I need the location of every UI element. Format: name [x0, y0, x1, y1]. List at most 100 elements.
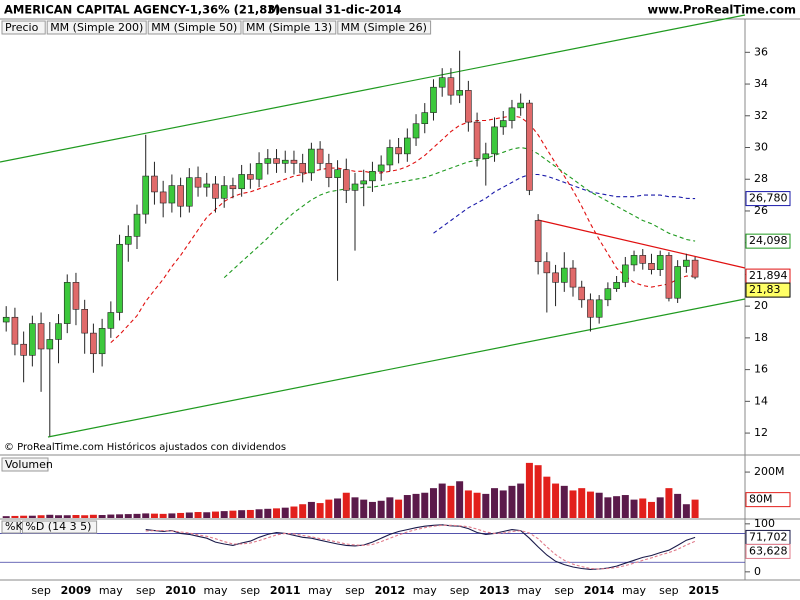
x-tick-label: 2015: [688, 584, 719, 597]
volume-bar: [281, 507, 289, 518]
x-tick-label: may: [99, 584, 123, 597]
candle-body: [683, 259, 690, 267]
candle-body: [124, 236, 132, 245]
candle-body: [194, 177, 202, 188]
volume-bar: [508, 485, 516, 518]
candle-body: [159, 191, 167, 204]
moving-average: [433, 173, 696, 234]
x-tick-label: may: [517, 584, 541, 597]
candle-body: [360, 180, 368, 185]
volume-bar: [491, 488, 499, 518]
volume-bar: [63, 515, 71, 518]
volume-bar: [569, 490, 577, 518]
candle-body: [552, 272, 559, 283]
legend-label: MM (Simple 13): [246, 21, 332, 34]
volume-bar: [621, 495, 629, 518]
volume-bar: [595, 492, 603, 518]
volume-bar: [238, 510, 246, 518]
volume-bar: [552, 483, 560, 518]
candle-body: [308, 148, 315, 174]
volume-bar: [691, 499, 699, 518]
x-tick-label: 2013: [479, 584, 510, 597]
volume-bar: [273, 508, 281, 518]
volume-bar: [98, 515, 106, 518]
legend-box: [242, 20, 337, 35]
candle-body: [412, 123, 420, 139]
legend-label: %D (14 3 5): [25, 520, 91, 533]
volume-bar: [334, 498, 342, 518]
panel-label: Volumen: [5, 458, 53, 471]
volume-bar: [534, 465, 542, 518]
candle-body: [369, 171, 376, 182]
candle-body: [142, 175, 150, 215]
legend-box: [147, 20, 242, 35]
candle-body: [526, 102, 533, 191]
candle-body: [334, 169, 341, 178]
period: Mensual: [268, 3, 322, 17]
legend-label: MM (Simple 200): [50, 21, 143, 34]
volume-bar: [403, 495, 411, 518]
volume-bar: [665, 488, 673, 518]
candle-body: [499, 120, 507, 128]
candle-body: [473, 121, 481, 159]
website[interactable]: www.ProRealTime.com: [647, 3, 796, 17]
candle-body: [351, 183, 359, 191]
volume-bar: [578, 488, 586, 518]
value-tag: [745, 492, 791, 508]
volume-bar: [639, 498, 647, 518]
candle-body: [281, 159, 289, 164]
volume-bar: [20, 515, 28, 518]
x-tick-label: sep: [31, 584, 50, 597]
y-tick-label: 30: [754, 141, 768, 154]
chart-title: AMERICAN CAPITAL AGENCY: [4, 3, 187, 17]
volume-bar: [604, 497, 612, 518]
x-tick-label: may: [622, 584, 646, 597]
header: AMERICAN CAPITAL AGENCY -1,36% (21,83) M…: [4, 3, 796, 17]
volume-bar: [351, 497, 359, 518]
candle-body: [168, 185, 176, 204]
candle-body: [186, 177, 193, 207]
candle-body: [229, 185, 237, 190]
volume-bar: [360, 499, 368, 518]
candle-body: [273, 158, 280, 164]
volume-bar: [177, 512, 185, 518]
volume-bar: [586, 491, 594, 518]
trend-line: [0, 14, 746, 163]
legend-box: [21, 520, 98, 534]
candle-body: [133, 213, 141, 237]
volume-bar: [560, 485, 568, 518]
volume-bar: [647, 501, 655, 518]
volume-bar: [386, 497, 394, 518]
volume-bar: [316, 503, 324, 518]
legend-box: [46, 20, 147, 35]
volume-bar: [307, 501, 315, 518]
volume-bar: [185, 512, 193, 518]
x-tick-label: 2011: [270, 584, 301, 597]
volume-bar: [28, 515, 36, 518]
candle-body: [220, 185, 228, 199]
candle-body: [290, 159, 298, 164]
candle-body: [325, 163, 333, 178]
candle-body: [517, 102, 524, 109]
candle-body: [534, 220, 542, 263]
y-tick-label: 18: [754, 331, 768, 344]
candle-body: [438, 77, 446, 88]
candle-body: [691, 259, 699, 278]
candle-body: [264, 158, 272, 164]
x-tick-label: sep: [450, 584, 469, 597]
volume-bar: [499, 490, 507, 518]
volume-bar: [89, 514, 97, 518]
change: -1,36% (21,83): [185, 3, 281, 17]
y-tick-label: 34: [754, 77, 768, 90]
candle-body: [11, 316, 19, 345]
volume-bar: [168, 513, 176, 518]
candle-body: [630, 255, 638, 266]
y-tick-label: 0: [754, 565, 761, 578]
volume-bar: [2, 516, 10, 518]
x-tick-label: sep: [241, 584, 260, 597]
volume-bar: [107, 514, 115, 518]
candle-body: [81, 309, 88, 334]
value-tag-label: 24,098: [749, 234, 788, 247]
y-tick-label: 14: [754, 394, 768, 407]
